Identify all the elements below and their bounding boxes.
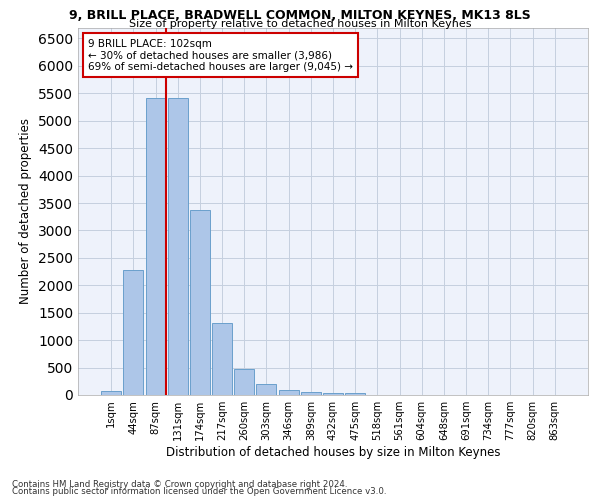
Text: 9, BRILL PLACE, BRADWELL COMMON, MILTON KEYNES, MK13 8LS: 9, BRILL PLACE, BRADWELL COMMON, MILTON … xyxy=(69,9,531,22)
X-axis label: Distribution of detached houses by size in Milton Keynes: Distribution of detached houses by size … xyxy=(166,446,500,459)
Bar xyxy=(301,392,321,395)
Bar xyxy=(212,323,232,395)
Y-axis label: Number of detached properties: Number of detached properties xyxy=(19,118,32,304)
Bar xyxy=(278,390,299,395)
Bar xyxy=(101,391,121,395)
Bar xyxy=(168,98,188,395)
Bar xyxy=(234,368,254,395)
Bar xyxy=(146,98,166,395)
Text: Contains HM Land Registry data © Crown copyright and database right 2024.: Contains HM Land Registry data © Crown c… xyxy=(12,480,347,489)
Bar xyxy=(323,393,343,395)
Bar xyxy=(190,210,210,395)
Bar xyxy=(256,384,277,395)
Text: Size of property relative to detached houses in Milton Keynes: Size of property relative to detached ho… xyxy=(129,19,471,29)
Bar xyxy=(124,270,143,395)
Text: Contains public sector information licensed under the Open Government Licence v3: Contains public sector information licen… xyxy=(12,487,386,496)
Text: 9 BRILL PLACE: 102sqm
← 30% of detached houses are smaller (3,986)
69% of semi-d: 9 BRILL PLACE: 102sqm ← 30% of detached … xyxy=(88,38,353,72)
Bar xyxy=(345,394,365,395)
